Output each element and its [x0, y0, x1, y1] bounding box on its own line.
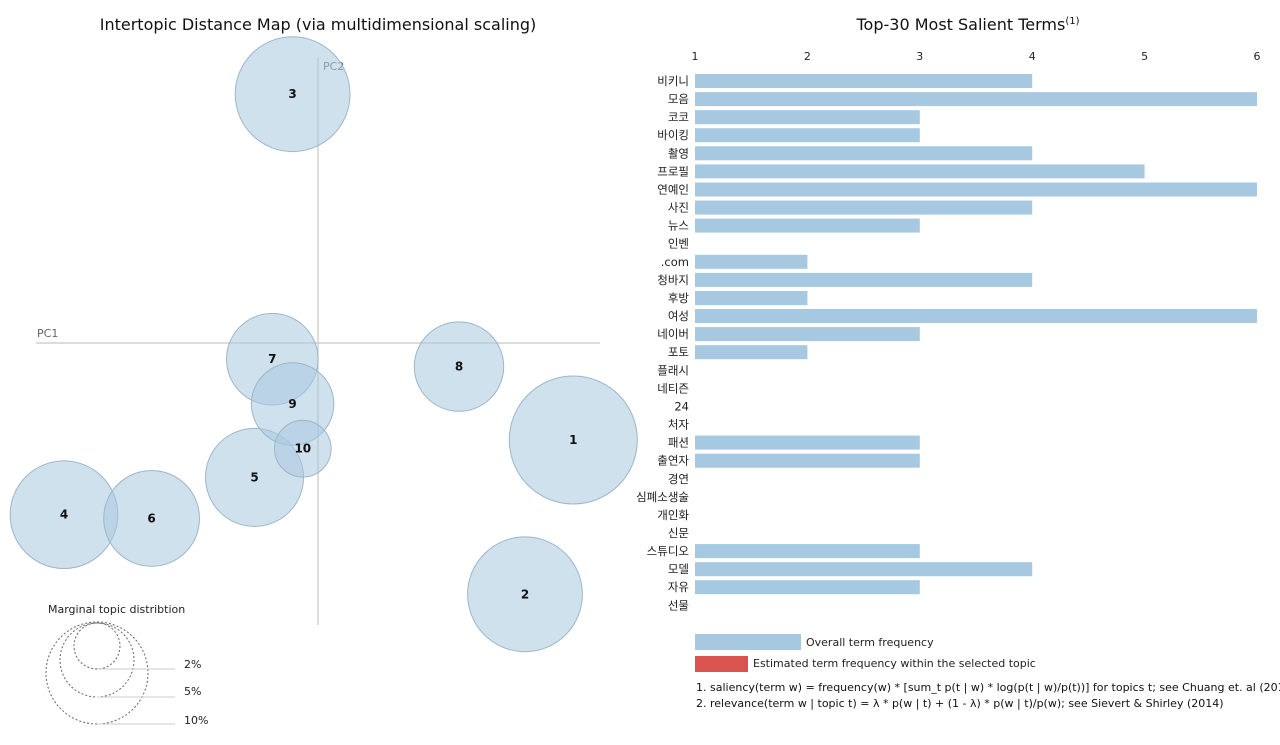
x-tick-2: 2	[804, 50, 811, 63]
term-label-8[interactable]: 뉴스	[668, 219, 689, 233]
term-bar-26[interactable]	[695, 544, 920, 559]
marginal-circle-10pct	[45, 621, 149, 725]
term-label-19[interactable]: 처자	[668, 418, 690, 432]
term-label-0[interactable]: 비키니	[657, 74, 689, 88]
topic-circle-6[interactable]	[103, 470, 201, 567]
x-tick-6: 6	[1254, 50, 1261, 63]
legend-estimated-swatch	[695, 656, 748, 672]
marginal-title: Marginal topic distribtion	[48, 603, 185, 616]
term-bar-2[interactable]	[695, 110, 920, 125]
salient-terms-superscript: (1)	[1065, 16, 1079, 27]
x-tick-3: 3	[916, 50, 923, 63]
term-label-5[interactable]: 프로필	[657, 164, 689, 178]
marginal-label-5pct: 5%	[184, 685, 201, 698]
term-bar-0[interactable]	[695, 74, 1033, 88]
term-label-13[interactable]: 여성	[668, 309, 689, 323]
term-bar-7[interactable]	[695, 200, 1033, 215]
term-label-23[interactable]: 심폐소생술	[636, 490, 689, 504]
legend-overall-swatch	[695, 634, 801, 650]
saliency-footnote: 1. saliency(term w) = frequency(w) * [su…	[696, 681, 1280, 694]
term-bar-5[interactable]	[695, 164, 1145, 179]
term-label-2[interactable]: 코코	[668, 110, 689, 124]
topic-circle-8[interactable]	[413, 321, 505, 412]
marginal-circle-2pct	[73, 622, 121, 670]
topic-label-5[interactable]: 5	[250, 470, 258, 484]
term-label-25[interactable]: 신문	[668, 526, 689, 540]
term-label-6[interactable]: 연예인	[657, 183, 689, 197]
term-label-27[interactable]: 모델	[668, 562, 689, 576]
term-bar-1[interactable]	[695, 92, 1257, 107]
term-bar-28[interactable]	[695, 580, 920, 595]
term-label-4[interactable]: 촬영	[668, 146, 689, 160]
topic-circle-2[interactable]	[467, 536, 583, 653]
term-label-22[interactable]: 경연	[668, 472, 689, 486]
term-label-21[interactable]: 출연자	[657, 454, 689, 468]
term-label-14[interactable]: 네이버	[657, 327, 689, 341]
x-tick-5: 5	[1141, 50, 1148, 63]
term-label-24[interactable]: 개인화	[657, 508, 689, 522]
term-bar-15[interactable]	[695, 345, 808, 360]
topic-label-7[interactable]: 7	[268, 352, 276, 366]
topic-label-3[interactable]: 3	[288, 87, 296, 101]
intertopic-map-title: Intertopic Distance Map (via multidimens…	[100, 15, 537, 34]
x-tick-1: 1	[692, 50, 699, 63]
term-bar-12[interactable]	[695, 291, 808, 305]
term-label-29[interactable]: 선물	[668, 598, 689, 612]
topic-label-9[interactable]: 9	[288, 397, 296, 411]
topic-label-2[interactable]: 2	[521, 587, 529, 601]
x-tick-4: 4	[1029, 50, 1036, 63]
pc1-label: PC1	[37, 327, 58, 340]
topic-circle-1[interactable]	[508, 375, 638, 505]
term-bar-11[interactable]	[695, 272, 1033, 287]
relevance-footnote: 2. relevance(term w | topic t) = λ * p(w…	[696, 697, 1224, 710]
term-label-18[interactable]: 24	[674, 399, 689, 413]
term-bar-6[interactable]	[695, 182, 1257, 197]
term-label-17[interactable]: 네티즌	[657, 381, 689, 395]
topic-label-1[interactable]: 1	[569, 433, 577, 447]
term-label-1[interactable]: 모음	[668, 92, 689, 106]
marginal-label-10pct: 10%	[184, 714, 208, 727]
topic-circle-10[interactable]	[274, 419, 332, 478]
marginal-label-2pct: 2%	[184, 658, 201, 671]
topic-label-4[interactable]: 4	[60, 508, 68, 522]
marginal-topic-legend: Marginal topic distribtion 2% 5% 10%	[45, 603, 208, 727]
term-bar-13[interactable]	[695, 309, 1257, 323]
topic-label-6[interactable]: 6	[147, 511, 155, 525]
bar-legend: Overall term frequency Estimated term fr…	[695, 634, 1036, 672]
term-label-10[interactable]: .com	[661, 255, 689, 269]
term-bar-21[interactable]	[695, 453, 920, 468]
term-bar-20[interactable]	[695, 435, 920, 450]
term-label-3[interactable]: 바이킹	[657, 128, 689, 142]
term-label-26[interactable]: 스튜디오	[647, 544, 689, 558]
term-label-16[interactable]: 플래시	[657, 363, 689, 377]
term-bar-10[interactable]	[695, 254, 808, 269]
term-bar-27[interactable]	[695, 562, 1033, 577]
topic-label-10[interactable]: 10	[294, 442, 311, 456]
topic-circles[interactable]: 1 2 3 4 5 6 7 8 9 10	[9, 36, 638, 653]
term-label-7[interactable]: 사진	[668, 201, 689, 215]
term-label-11[interactable]: 청바지	[657, 273, 689, 287]
bar-x-ticks: 1 2 3 4 5 6	[692, 50, 1261, 63]
term-label-15[interactable]: 포토	[668, 345, 689, 359]
term-label-12[interactable]: 후방	[668, 291, 690, 305]
legend-overall-label: Overall term frequency	[806, 636, 934, 649]
salient-terms-title: Top-30 Most Salient Terms(1)	[856, 15, 1080, 34]
term-bar-3[interactable]	[695, 128, 920, 143]
term-bar-4[interactable]	[695, 146, 1033, 161]
term-label-28[interactable]: 자유	[668, 580, 689, 594]
salient-terms-title-text: Top-30 Most Salient Terms	[856, 15, 1066, 34]
term-label-20[interactable]: 패션	[668, 436, 689, 450]
term-bar-14[interactable]	[695, 327, 920, 342]
legend-estimated-label: Estimated term frequency within the sele…	[753, 657, 1036, 670]
term-bar-8[interactable]	[695, 218, 920, 233]
topic-circle-3[interactable]	[234, 36, 351, 153]
marginal-circle-5pct	[59, 622, 135, 698]
topic-label-8[interactable]: 8	[455, 360, 463, 374]
salient-term-bars[interactable]	[695, 74, 1257, 595]
term-label-9[interactable]: 인벤	[668, 237, 689, 251]
